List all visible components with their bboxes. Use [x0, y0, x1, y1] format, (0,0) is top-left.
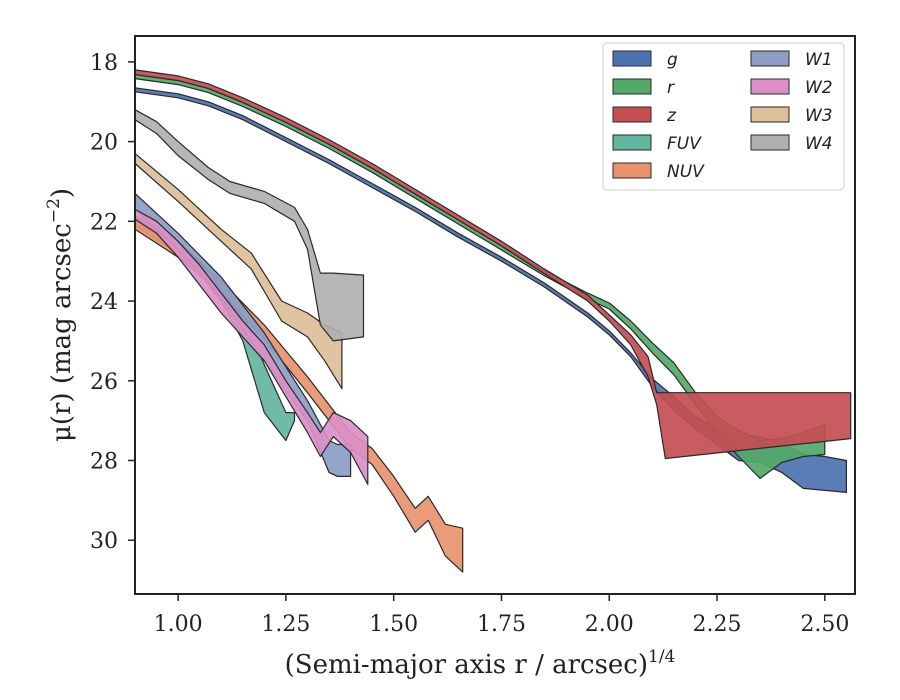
y-tick-label: 20 — [90, 131, 118, 156]
legend-swatch-w1 — [750, 50, 790, 67]
legend-label-w3: W3 — [805, 106, 833, 126]
band-w3 — [134, 153, 343, 390]
x-axis-label: (Semi-major axis r / arcsec)1/4 — [285, 647, 676, 680]
band-w4 — [134, 109, 365, 342]
y-tick-label: 30 — [90, 529, 118, 554]
legend-swatch-w4 — [750, 134, 790, 151]
x-tick-label: 2.00 — [585, 612, 634, 637]
y-tick-label: 26 — [90, 370, 118, 395]
legend-label-nuv: NUV — [667, 162, 705, 182]
y-tick-label: 24 — [90, 290, 118, 315]
legend-label-w2: W2 — [805, 78, 833, 98]
x-tick-label: 1.50 — [369, 612, 418, 637]
legend-swatch-r — [612, 78, 652, 95]
y-tick-label: 22 — [90, 210, 118, 235]
x-axis-ticks: 1.00 1.25 1.50 1.75 2.00 2.25 2.50 — [154, 594, 849, 637]
y-axis-label: μ(r) (mag arcsec−2) — [44, 188, 77, 442]
legend: grz FUV NUV W1 W2 W3 W4 — [602, 42, 845, 191]
legend-label-r: r — [667, 78, 675, 98]
plot-frame — [134, 35, 856, 595]
band-z — [134, 69, 852, 460]
band-fuv — [134, 214, 296, 442]
x-tick-label: 1.25 — [261, 612, 310, 637]
legend-label-fuv: FUV — [667, 134, 702, 154]
y-tick-label: 18 — [90, 51, 118, 76]
y-tick-label: 28 — [90, 449, 118, 474]
legend-label-w4: W4 — [805, 134, 833, 154]
series-fills — [134, 69, 852, 573]
legend-swatch-z — [612, 106, 652, 123]
x-tick-label: 1.00 — [154, 612, 203, 637]
legend-label-w1: W1 — [805, 50, 833, 70]
x-tick-label: 1.75 — [477, 612, 526, 637]
x-tick-label: 2.25 — [693, 612, 742, 637]
legend-swatch-w3 — [750, 106, 790, 123]
legend-swatch-g — [612, 50, 652, 67]
legend-label-z: z — [666, 106, 677, 126]
legend-swatch-fuv — [612, 134, 652, 151]
legend-swatch-nuv — [612, 162, 652, 179]
y-axis-ticks: 18 20 22 24 26 28 30 — [90, 51, 135, 554]
band-w2 — [134, 208, 369, 485]
legend-label-g: g — [667, 50, 678, 70]
x-tick-label: 2.50 — [800, 612, 849, 637]
legend-swatch-w2 — [750, 78, 790, 95]
